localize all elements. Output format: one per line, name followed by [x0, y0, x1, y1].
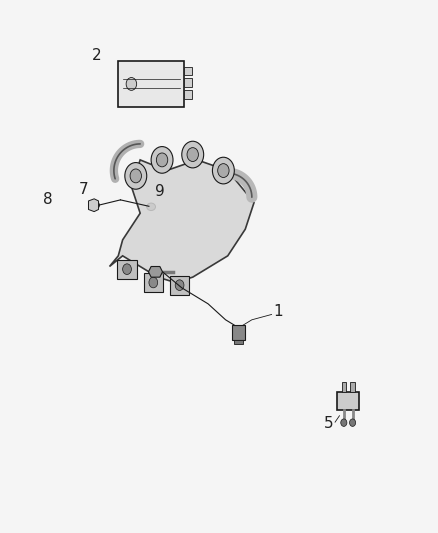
Bar	[234, 340, 243, 344]
Circle shape	[218, 164, 229, 177]
Circle shape	[130, 169, 141, 183]
Bar	[170, 276, 189, 295]
Text: 1: 1	[273, 304, 283, 319]
Circle shape	[156, 153, 168, 167]
Circle shape	[212, 157, 234, 184]
Ellipse shape	[341, 419, 347, 426]
Ellipse shape	[126, 77, 137, 90]
Bar	[118, 61, 184, 107]
Bar	[184, 90, 192, 99]
Ellipse shape	[350, 419, 356, 426]
Text: 7: 7	[78, 182, 88, 197]
Circle shape	[149, 277, 158, 288]
Bar	[232, 325, 245, 340]
Circle shape	[123, 264, 131, 274]
Bar	[337, 392, 359, 410]
Bar	[117, 260, 137, 279]
Circle shape	[151, 147, 173, 173]
Circle shape	[175, 280, 184, 290]
Bar	[342, 382, 346, 392]
Ellipse shape	[89, 201, 99, 209]
Text: 2: 2	[92, 49, 101, 63]
Text: 8: 8	[43, 192, 53, 207]
Text: 9: 9	[155, 184, 165, 199]
Bar	[184, 67, 192, 75]
Circle shape	[187, 148, 198, 161]
Polygon shape	[110, 160, 254, 282]
Text: 5: 5	[324, 416, 333, 431]
Bar	[184, 78, 192, 87]
Circle shape	[125, 163, 147, 189]
Polygon shape	[148, 266, 162, 277]
Bar	[350, 382, 355, 392]
Bar	[144, 273, 163, 292]
Circle shape	[182, 141, 204, 168]
Polygon shape	[88, 199, 99, 212]
Ellipse shape	[147, 203, 155, 211]
